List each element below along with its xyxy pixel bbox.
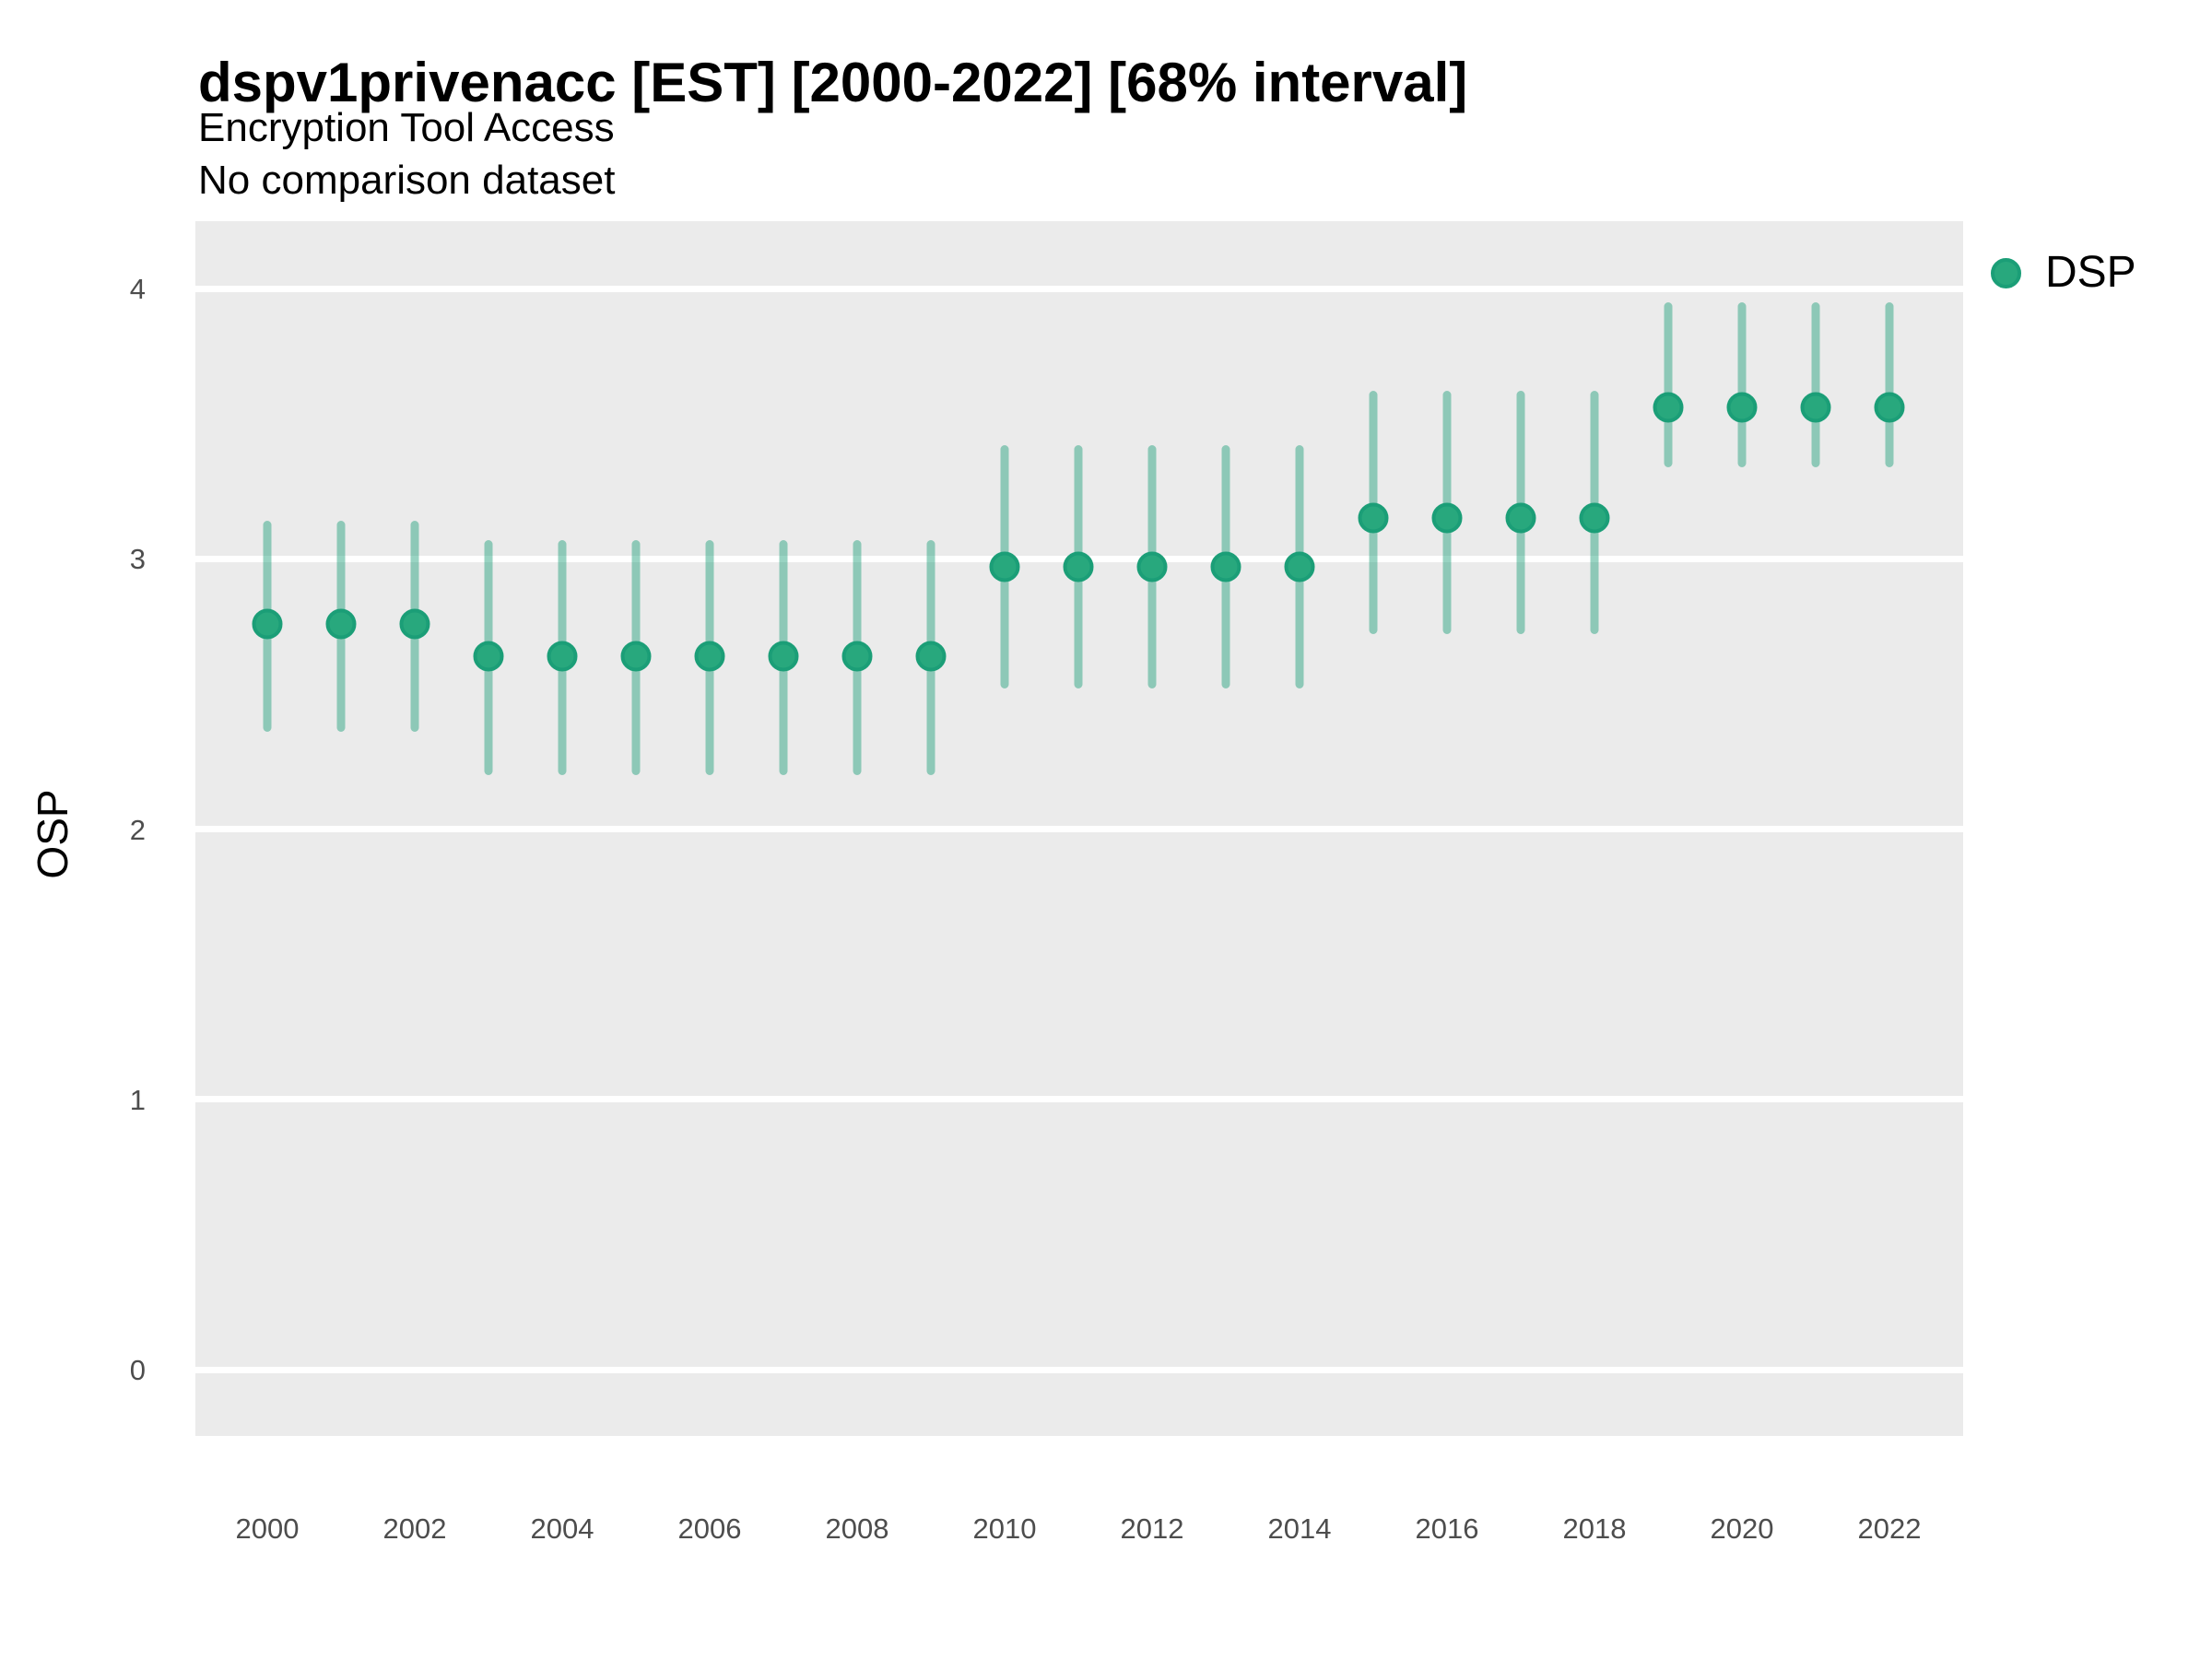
data-point-2021: [1800, 392, 1831, 423]
x-tick-label-2022: 2022: [1857, 1512, 1922, 1545]
x-tick-label-2000: 2000: [235, 1512, 300, 1545]
error-bar-2021: [1811, 301, 1820, 467]
x-tick-label-2004: 2004: [530, 1512, 594, 1545]
data-point-2006: [694, 641, 725, 672]
chart-subtitle: Encryption Tool Access: [198, 105, 615, 150]
x-tick-label-2016: 2016: [1415, 1512, 1479, 1545]
gridline-y-0: [195, 1366, 1963, 1373]
y-tick-label-1: 1: [129, 1083, 146, 1116]
x-tick-label-2018: 2018: [1562, 1512, 1627, 1545]
x-tick-label-2008: 2008: [825, 1512, 889, 1545]
data-point-2014: [1284, 551, 1315, 582]
y-tick-label-2: 2: [129, 813, 146, 846]
data-point-2000: [252, 608, 283, 640]
data-point-2003: [473, 641, 504, 672]
data-point-2005: [620, 641, 652, 672]
y-tick-label-3: 3: [129, 543, 146, 576]
gridline-y-2: [195, 826, 1963, 832]
data-point-2020: [1726, 392, 1758, 423]
data-point-2010: [989, 551, 1020, 582]
y-tick-label-0: 0: [129, 1354, 146, 1386]
x-tick-label-2014: 2014: [1267, 1512, 1332, 1545]
comparison-note: No comparison dataset: [198, 158, 616, 203]
x-tick-label-2020: 2020: [1710, 1512, 1774, 1545]
x-tick-label-2006: 2006: [677, 1512, 742, 1545]
data-point-2017: [1505, 502, 1536, 534]
x-tick-label-2010: 2010: [972, 1512, 1037, 1545]
legend: DSP: [1991, 251, 2136, 295]
data-point-2012: [1136, 551, 1168, 582]
data-point-2013: [1210, 551, 1241, 582]
x-tick-label-2002: 2002: [382, 1512, 447, 1545]
error-bar-2020: [1737, 301, 1747, 467]
plot-panel: [195, 221, 1963, 1436]
data-point-2008: [841, 641, 873, 672]
gridline-y-1: [195, 1096, 1963, 1103]
data-point-2019: [1653, 392, 1684, 423]
data-point-2018: [1579, 502, 1610, 534]
legend-circle-icon: [1991, 257, 2021, 288]
error-bar-2019: [1664, 301, 1673, 467]
y-tick-label-4: 4: [129, 273, 146, 305]
x-tick-label-2012: 2012: [1120, 1512, 1184, 1545]
data-point-2002: [399, 608, 430, 640]
data-point-2011: [1063, 551, 1094, 582]
gridline-y-4: [195, 285, 1963, 292]
data-point-2001: [325, 608, 357, 640]
chart-title: dspv1privenacc [EST] [2000-2022] [68% in…: [198, 52, 1468, 113]
data-point-2016: [1431, 502, 1463, 534]
data-point-2009: [915, 641, 947, 672]
error-bar-2022: [1885, 301, 1894, 467]
data-point-2022: [1874, 392, 1905, 423]
data-point-2004: [547, 641, 578, 672]
data-point-2015: [1358, 502, 1389, 534]
legend-label: DSP: [2045, 248, 2136, 297]
data-point-2007: [768, 641, 799, 672]
